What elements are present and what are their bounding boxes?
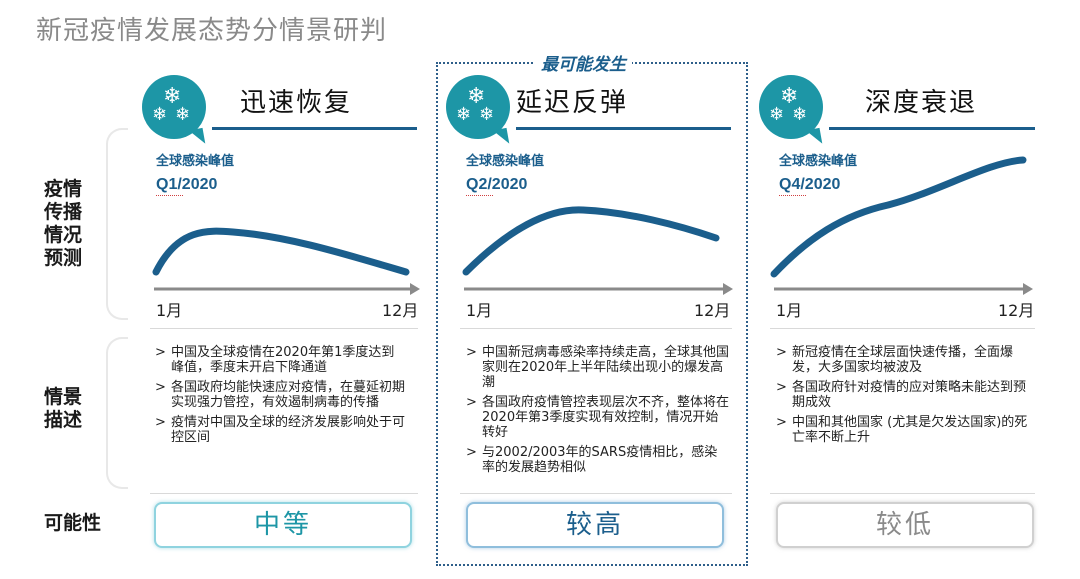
scenario-description-list: 新冠疫情在全球层面快速传播，全面爆发，大多国家均被波及 各国政府针对疫情的应对策… xyxy=(776,345,1038,450)
snowflake-cluster-icon: ❄ ❄ ❄ xyxy=(142,75,206,147)
axis-end-label: 12月 xyxy=(998,301,1035,320)
peak-label: 全球感染峰值 xyxy=(156,154,235,169)
row-label-forecast: 疫情 传播 情况 预测 xyxy=(44,178,83,269)
description-row-bracket xyxy=(106,337,128,489)
list-item: 各国政府针对疫情的应对策略未能达到预期成效 xyxy=(776,380,1038,410)
row-divider-bottom xyxy=(770,493,1035,494)
time-axis-arrow xyxy=(723,283,733,295)
infection-curve-chart xyxy=(152,227,420,295)
forecast-row-bracket xyxy=(106,128,128,320)
scenario-title-underline xyxy=(212,127,417,130)
list-item: 各国政府均能快速应对疫情，在蔓延初期实现强力管控，有效遏制病毒的传播 xyxy=(155,380,407,410)
likelihood-badge: 较低 xyxy=(776,502,1034,548)
most-likely-tag: 最可能发生 xyxy=(535,50,632,75)
time-axis-arrow xyxy=(410,283,420,295)
list-item: 与2002/2003年的SARS疫情相比，感染率的发展趋势相似 xyxy=(466,445,730,475)
scenario-title: 迅速恢复 xyxy=(240,88,353,118)
scenario-title: 延迟反弹 xyxy=(516,88,629,118)
scenario-title-underline xyxy=(829,127,1035,130)
infection-curve-chart xyxy=(462,206,733,295)
row-label-description: 情景 描述 xyxy=(44,386,83,431)
snowflake-cluster-icon: ❄ ❄ ❄ xyxy=(446,75,510,147)
axis-end-label: 12月 xyxy=(382,301,419,320)
snowflake-cluster-icon: ❄ ❄ ❄ xyxy=(759,75,823,147)
row-divider-top xyxy=(150,328,418,329)
infection-curve xyxy=(152,227,410,276)
axis-end-label: 12月 xyxy=(694,301,731,320)
likelihood-badge: 较高 xyxy=(466,502,724,548)
peak-value: Q1/2020 xyxy=(156,176,218,196)
time-axis-arrow xyxy=(1023,283,1033,295)
likelihood-badge: 中等 xyxy=(154,502,412,548)
list-item: 中国和其他国家 (尤其是欠发达国家)的死亡率不断上升 xyxy=(776,415,1038,445)
scenario-title-underline xyxy=(516,127,731,130)
infection-curve-chart xyxy=(770,156,1033,295)
list-item: 中国及全球疫情在2020年第1季度达到峰值，季度末开启下降通道 xyxy=(155,345,407,375)
axis-start-label: 1月 xyxy=(776,301,803,320)
infection-curve xyxy=(770,156,1027,278)
row-label-likelihood: 可能性 xyxy=(44,512,102,534)
page-title: 新冠疫情发展态势分情景研判 xyxy=(36,16,388,46)
peak-value: Q2/2020 xyxy=(466,176,528,196)
row-divider-bottom xyxy=(150,493,418,494)
axis-start-label: 1月 xyxy=(156,301,183,320)
row-divider-bottom xyxy=(460,493,732,494)
infection-curve xyxy=(462,206,720,276)
list-item: 中国新冠病毒感染率持续走高，全球其他国家则在2020年上半年陆续出现小的爆发高潮 xyxy=(466,345,730,390)
list-item: 疫情对中国及全球的经济发展影响处于可控区间 xyxy=(155,415,407,445)
scenario-title: 深度衰退 xyxy=(865,88,978,118)
peak-label: 全球感染峰值 xyxy=(779,154,858,169)
peak-label: 全球感染峰值 xyxy=(466,154,545,169)
scenario-description-list: 中国及全球疫情在2020年第1季度达到峰值，季度末开启下降通道 各国政府均能快速… xyxy=(155,345,407,450)
peak-value: Q4/2020 xyxy=(779,176,841,196)
list-item: 新冠疫情在全球层面快速传播，全面爆发，大多国家均被波及 xyxy=(776,345,1038,375)
scenario-description-list: 中国新冠病毒感染率持续走高，全球其他国家则在2020年上半年陆续出现小的爆发高潮… xyxy=(466,345,730,480)
row-divider-top xyxy=(770,328,1035,329)
list-item: 各国政府疫情管控表现层次不齐，整体将在2020年第3季度实现有效控制，情况开始转… xyxy=(466,395,730,440)
row-divider-top xyxy=(460,328,732,329)
axis-start-label: 1月 xyxy=(466,301,493,320)
